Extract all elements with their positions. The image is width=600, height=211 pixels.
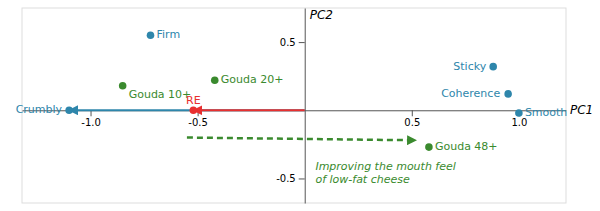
y-axis-title: PC2 bbox=[310, 8, 333, 22]
point-label: Coherence bbox=[441, 87, 500, 100]
x-axis-line bbox=[23, 110, 567, 111]
point bbox=[65, 106, 73, 114]
x-tick: 0.5 bbox=[404, 110, 420, 128]
x-tick-label: 0.5 bbox=[404, 117, 420, 128]
arrow bbox=[187, 138, 416, 141]
point bbox=[504, 90, 512, 98]
point bbox=[190, 106, 198, 114]
plot-marks bbox=[65, 31, 522, 150]
annotation-line: Improving the mouth feel bbox=[315, 160, 455, 173]
y-tick: 0.5 bbox=[280, 37, 305, 48]
point-label: Smooth bbox=[525, 106, 567, 119]
point-label: Gouda 48+ bbox=[435, 140, 498, 153]
chart: -1.0 -0.5 0.5 1.0 -0.5 0.5 Crumbly Firm Sticky Co… bbox=[0, 0, 600, 211]
y-tick-mark bbox=[299, 42, 305, 43]
point-label: Firm bbox=[157, 28, 181, 41]
annotation-line: of low-fat cheese bbox=[315, 173, 410, 186]
x-axis-title: PC1 bbox=[570, 103, 593, 117]
point-label: Sticky bbox=[453, 60, 486, 73]
point bbox=[147, 31, 155, 39]
point-label: RE bbox=[186, 94, 201, 107]
x-tick-mark bbox=[412, 110, 413, 116]
point bbox=[489, 63, 497, 71]
y-tick-mark bbox=[299, 178, 305, 179]
x-tick: -1.0 bbox=[81, 110, 101, 128]
y-tick: -0.5 bbox=[276, 173, 305, 184]
plot-frame bbox=[22, 8, 566, 203]
arrow bbox=[193, 109, 304, 111]
x-tick-label: -0.5 bbox=[188, 117, 208, 128]
point-label: Gouda 20+ bbox=[221, 73, 284, 86]
x-tick-label: -1.0 bbox=[81, 117, 101, 128]
point bbox=[425, 143, 433, 151]
point-label: Crumbly bbox=[16, 103, 63, 116]
annotation: Improving the mouth feelof low-fat chees… bbox=[315, 160, 455, 186]
x-tick-label: 1.0 bbox=[511, 117, 527, 128]
point bbox=[515, 109, 523, 117]
y-axis-line bbox=[305, 9, 306, 204]
point-label: Gouda 10+ bbox=[129, 88, 192, 101]
y-tick-label: -0.5 bbox=[276, 173, 296, 184]
point bbox=[119, 82, 127, 90]
y-tick-label: 0.5 bbox=[280, 37, 296, 48]
labels: Crumbly Firm Sticky Coherence Smooth Gouda 10… bbox=[16, 8, 594, 186]
arrow bbox=[69, 109, 305, 111]
y-axis: -0.5 0.5 bbox=[276, 9, 305, 204]
x-axis: -1.0 -0.5 0.5 1.0 bbox=[23, 110, 567, 128]
point bbox=[211, 76, 219, 84]
